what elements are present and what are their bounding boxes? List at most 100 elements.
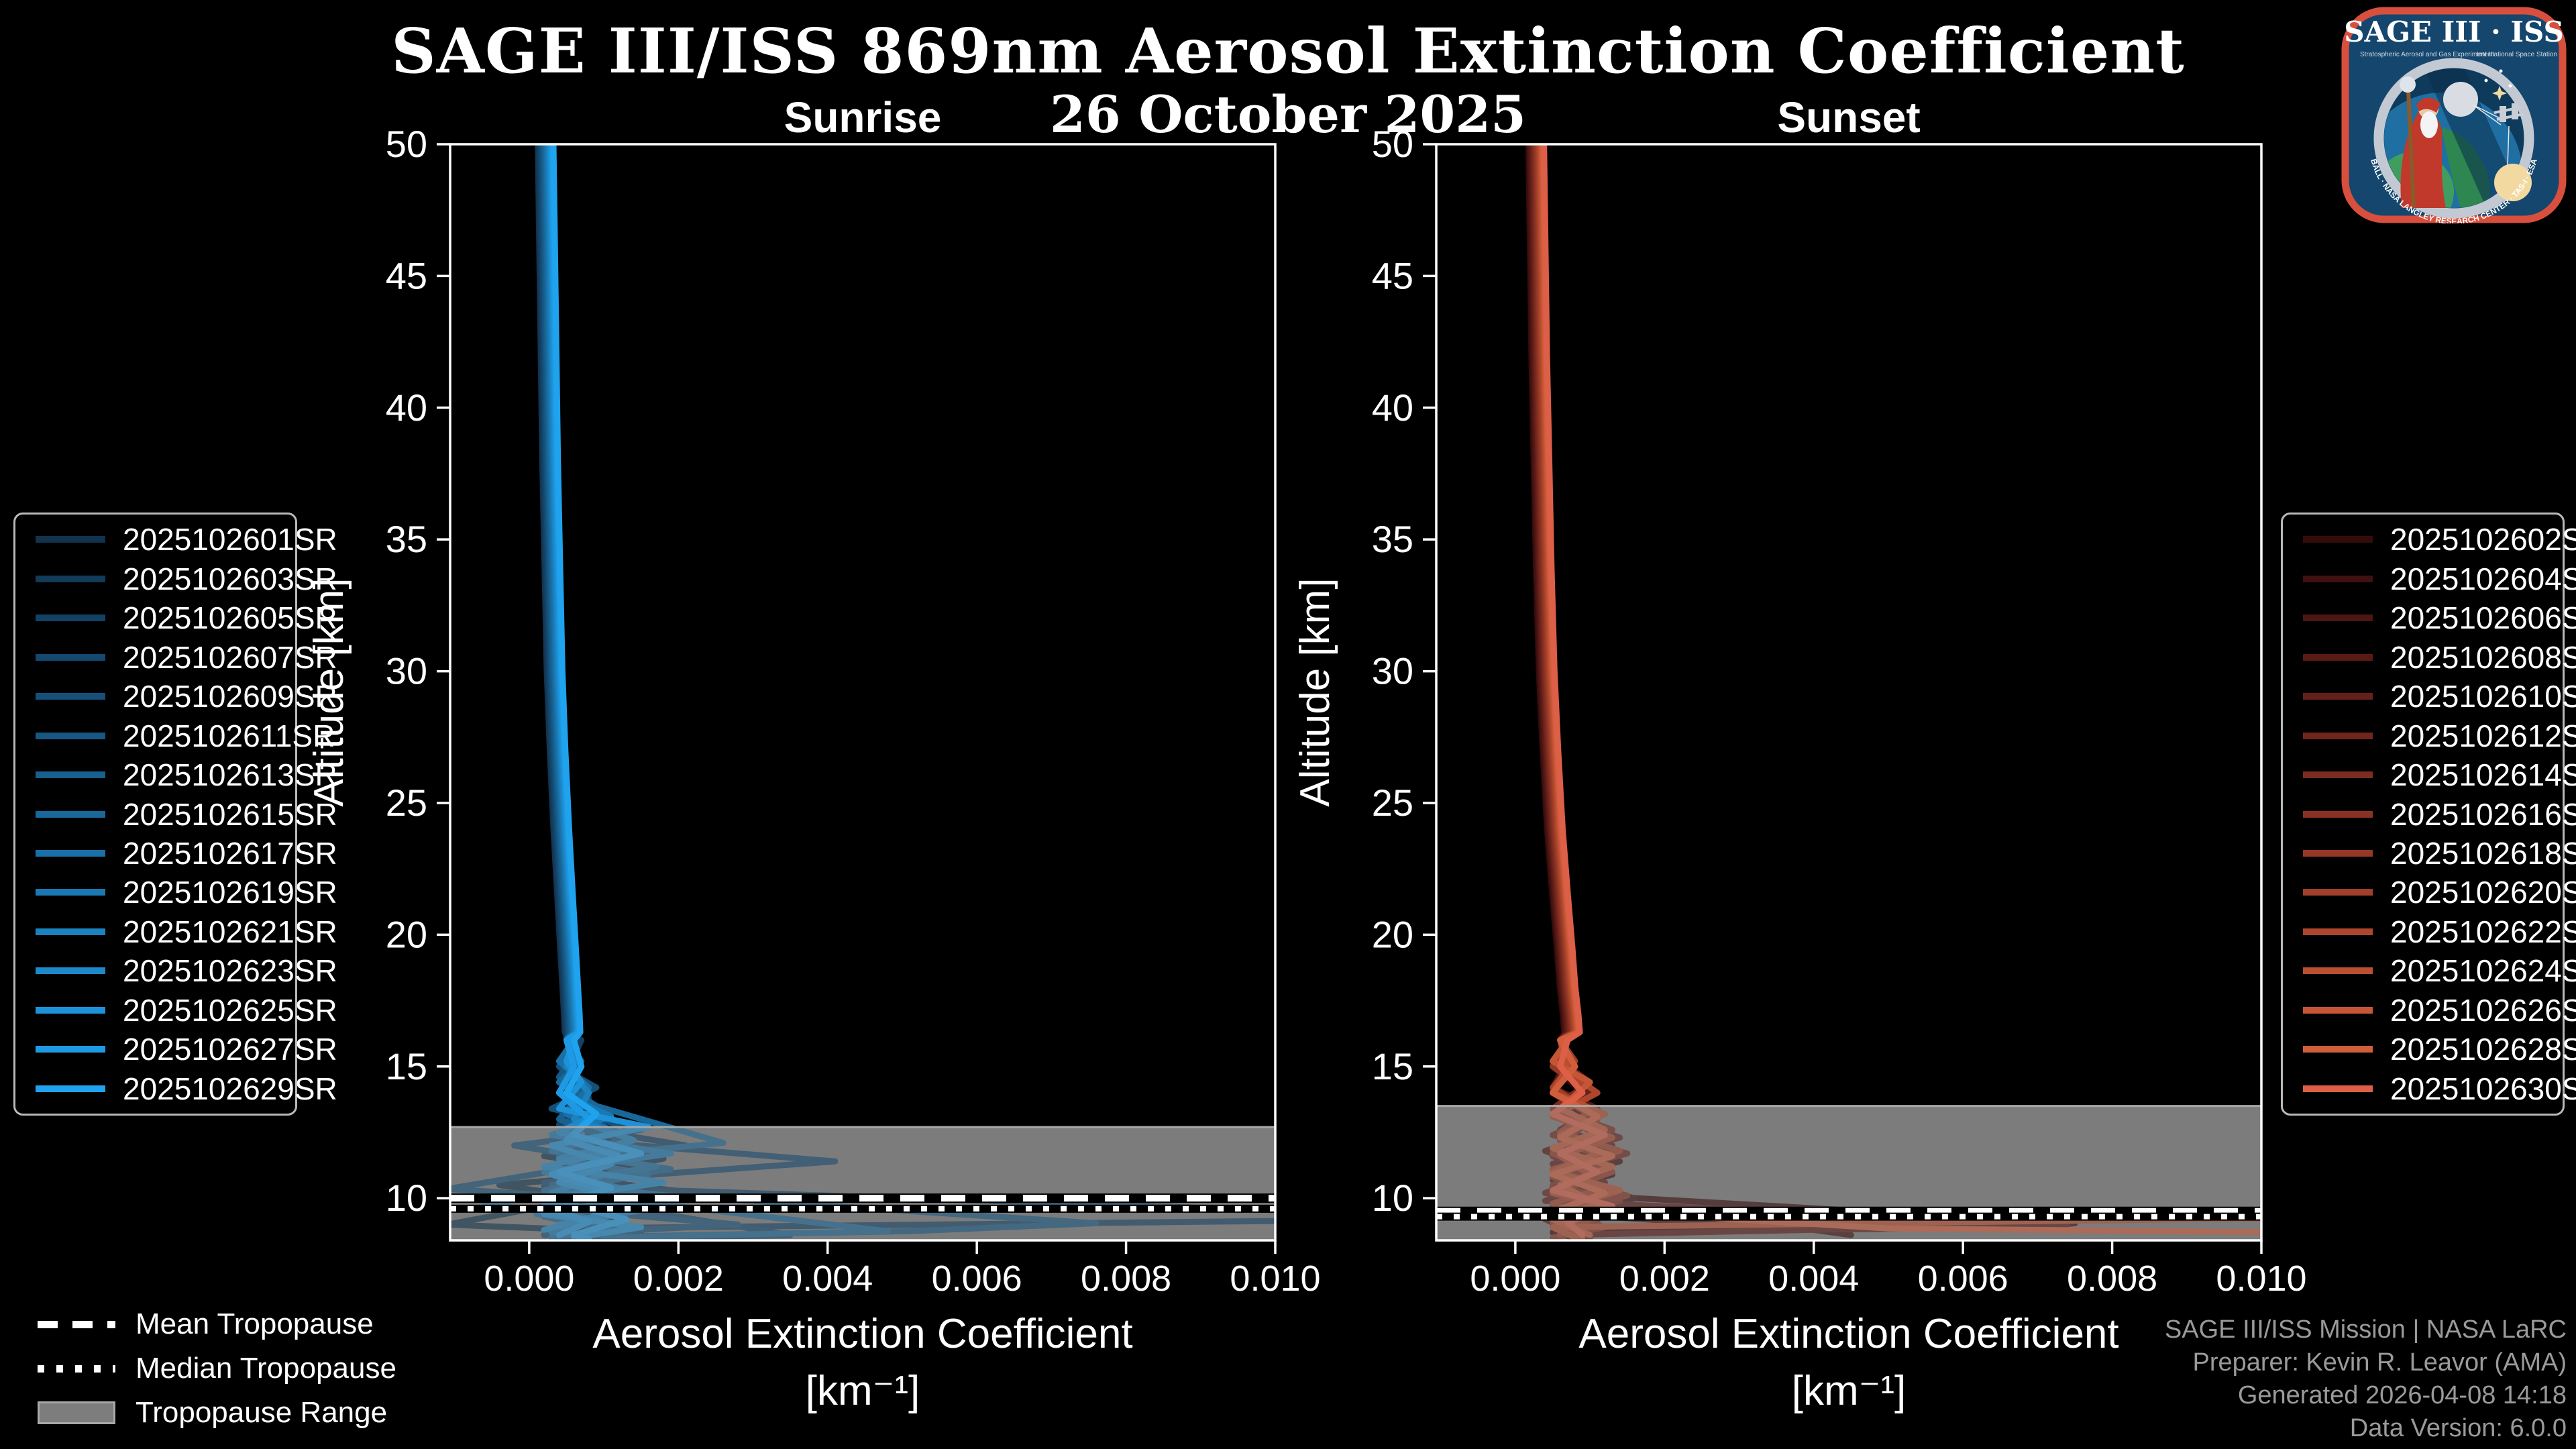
profile-line-2025102629SR bbox=[550, 144, 645, 1240]
patch-land-2 bbox=[2442, 127, 2490, 208]
legend-item: 2025102610SS bbox=[2283, 678, 2576, 714]
y-tick-label: 20 bbox=[1372, 913, 1413, 955]
legend-event-label: 2025102601SR bbox=[123, 522, 337, 557]
patch-wizard bbox=[2400, 76, 2446, 208]
legend-line-swatch bbox=[2303, 732, 2373, 739]
legend-item: 2025102614SS bbox=[2283, 757, 2576, 793]
panel-title-sunrise: Sunrise bbox=[784, 93, 942, 142]
x-tick-label: 0.006 bbox=[1918, 1258, 2008, 1299]
patch-iss bbox=[2493, 103, 2524, 122]
sunrise-plot: 0.000 0.002 0.004 0.006 0.008 0.010 50 45 40 35 30… bbox=[306, 123, 1321, 1414]
legend-item: 2025102630SS bbox=[2283, 1071, 2576, 1107]
legend-item: 2025102628SS bbox=[2283, 1031, 2576, 1067]
legend-line-swatch bbox=[2303, 1046, 2373, 1053]
x-tick-label: 0.002 bbox=[1619, 1258, 1710, 1299]
tropopause-range-legend-item: Tropopause Range bbox=[38, 1395, 396, 1430]
y-axis-label: Altitude [km] bbox=[306, 578, 352, 806]
legend-item: 2025102616SS bbox=[2283, 796, 2576, 833]
y-tick-label: 35 bbox=[1372, 518, 1413, 560]
legend-event-label: 2025102605SR bbox=[123, 600, 337, 636]
legend-event-label: 2025102621SR bbox=[123, 914, 337, 949]
legend-item: 2025102607SR bbox=[15, 639, 337, 676]
legend-line-swatch bbox=[2303, 1085, 2373, 1092]
legend-item: 2025102611SR bbox=[15, 718, 335, 754]
y-tick-label: 30 bbox=[1372, 650, 1413, 692]
legend-item: 2025102603SR bbox=[15, 561, 337, 597]
legend-item: 2025102627SR bbox=[15, 1031, 337, 1067]
legend-event-label: 2025102608SS bbox=[2390, 639, 2576, 675]
legend-event-label: 2025102622SS bbox=[2390, 914, 2576, 949]
legend-line-swatch bbox=[36, 928, 105, 935]
legend-event-label: 2025102616SS bbox=[2390, 796, 2576, 832]
profile-line-2025102602SS bbox=[1525, 144, 2078, 1240]
legend-event-label: 2025102604SS bbox=[2390, 561, 2576, 596]
legend-item: 2025102625SR bbox=[15, 992, 337, 1028]
legend-event-label: 2025102629SR bbox=[123, 1071, 337, 1106]
legend-line-swatch bbox=[36, 653, 105, 661]
legend-line-swatch bbox=[2303, 693, 2373, 700]
legend-line-swatch bbox=[36, 536, 105, 543]
plot-frame bbox=[449, 143, 1277, 1242]
x-tick-label: 0.004 bbox=[782, 1258, 873, 1299]
legend-line-swatch bbox=[2303, 849, 2373, 857]
patch-ring bbox=[2373, 58, 2534, 219]
patch-subtitle-right: International Space Station bbox=[2477, 51, 2557, 58]
y-tick-label: 10 bbox=[1372, 1177, 1413, 1219]
y-tick-label: 25 bbox=[1372, 782, 1413, 824]
profile-line-2025102630SS bbox=[1541, 144, 1615, 1238]
legend-event-label: 2025102630SS bbox=[2390, 1071, 2576, 1106]
x-axis-units-label: [km⁻¹] bbox=[806, 1368, 920, 1414]
mean-tropopause-legend-item: Mean Tropopause bbox=[38, 1307, 396, 1342]
legend-event-label: 2025102624SS bbox=[2390, 953, 2576, 989]
y-tick-label: 50 bbox=[1372, 123, 1413, 165]
patch-moon bbox=[2443, 82, 2478, 117]
patch-title: SAGE III · ISS bbox=[2344, 15, 2564, 48]
y-tick-label: 20 bbox=[386, 913, 427, 955]
tropopause-range-label: Tropopause Range bbox=[136, 1396, 388, 1429]
y-tick-label: 25 bbox=[386, 782, 427, 824]
legend-item: 2025102624SS bbox=[2283, 953, 2576, 989]
y-tick-label: 40 bbox=[1372, 386, 1413, 429]
profile-line-2025102608SS bbox=[1528, 144, 2071, 1238]
legend-event-label: 2025102612SS bbox=[2390, 718, 2576, 753]
page-title: SAGE III/ISS 869nm Aerosol Extinction Co… bbox=[391, 15, 2185, 87]
legend-item: 2025102604SS bbox=[2283, 561, 2576, 597]
legend-line-swatch bbox=[36, 810, 105, 818]
x-tick-label: 0.008 bbox=[1081, 1258, 1171, 1299]
sunset-legend: 2025102602SS2025102604SS2025102606SS2025… bbox=[2281, 513, 2576, 1116]
legend-line-swatch bbox=[2303, 889, 2373, 896]
x-axis-units-label: [km⁻¹] bbox=[1792, 1368, 1906, 1414]
tropopause-legend: Mean Tropopause Median Tropopause Tropop… bbox=[38, 1307, 396, 1430]
sunrise-legend: 2025102601SR 2025102603SR 2025102605SR 2025… bbox=[13, 513, 337, 1116]
mean-tropopause-line-sample bbox=[38, 1320, 115, 1328]
legend-event-label: 2025102609SR bbox=[123, 679, 337, 714]
legend-item: 2025102613SR bbox=[15, 757, 337, 793]
x-tick-label: 0.008 bbox=[2067, 1258, 2157, 1299]
legend-line-swatch bbox=[36, 614, 105, 622]
legend-event-label: 2025102626SS bbox=[2390, 992, 2576, 1028]
tropopause-range-sample bbox=[38, 1401, 115, 1424]
footer-data-version: Data Version: 6.0.0 bbox=[2349, 1414, 2567, 1442]
legend-item: 2025102612SS bbox=[2283, 718, 2576, 754]
legend-item: 2025102617SR bbox=[15, 835, 337, 871]
legend-line-swatch bbox=[36, 849, 105, 857]
y-tick-label: 30 bbox=[386, 650, 427, 692]
legend-line-swatch bbox=[2303, 614, 2373, 622]
legend-event-label: 2025102623SR bbox=[123, 953, 337, 989]
median-tropopause-label: Median Tropopause bbox=[136, 1352, 396, 1385]
legend-event-label: 2025102607SR bbox=[123, 639, 337, 675]
legend-line-swatch bbox=[2303, 575, 2373, 582]
profile-line-2025102605SR bbox=[537, 144, 1275, 1240]
legend-item: 2025102623SR bbox=[15, 953, 337, 989]
legend-item: 2025102626SS bbox=[2283, 992, 2576, 1028]
sunset-plot: 0.000 0.002 0.004 0.006 0.008 0.010 50 45 40 35 30… bbox=[1292, 123, 2307, 1414]
legend-line-swatch bbox=[36, 1085, 105, 1092]
legend-line-swatch bbox=[2303, 536, 2373, 543]
date-subtitle: 26 October 2025 bbox=[1049, 85, 1526, 144]
legend-event-label: 2025102625SR bbox=[123, 992, 337, 1028]
footer-generated: Generated 2026-04-08 14:18 bbox=[2237, 1381, 2567, 1409]
x-tick-label: 0.006 bbox=[932, 1258, 1022, 1299]
legend-item: 2025102601SR bbox=[15, 521, 337, 557]
legend-line-swatch bbox=[2303, 771, 2373, 779]
